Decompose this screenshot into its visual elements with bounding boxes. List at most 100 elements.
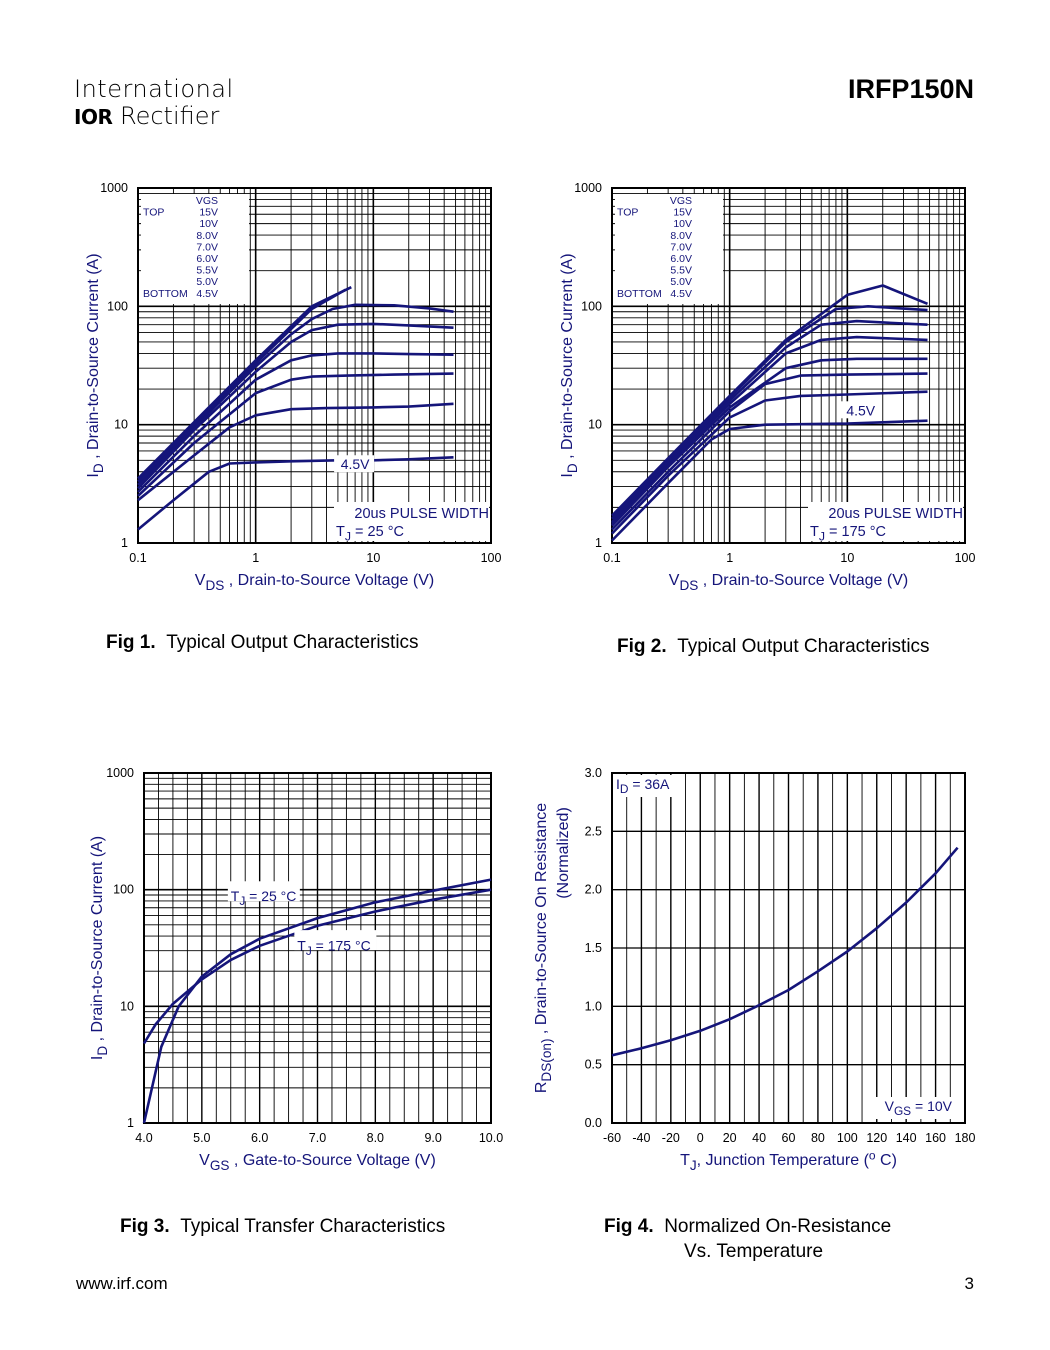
fig1-annotation-bg bbox=[334, 502, 489, 541]
logo-line1: International bbox=[74, 75, 234, 103]
fig1-xlabel: VDS , Drain-to-Source Voltage (V) bbox=[195, 572, 434, 593]
fig2-ytick-label: 1 bbox=[595, 536, 602, 550]
fig2-legend-header: VGS bbox=[670, 195, 692, 207]
fig4-xtick-label: 100 bbox=[837, 1131, 858, 1145]
fig3-ytick-label: 1000 bbox=[106, 766, 134, 780]
fig4-ylabel-line1: RDS(on) , Drain-to-Source On Resistance bbox=[533, 803, 554, 1093]
company-logo: International IOR Rectifier bbox=[74, 76, 234, 131]
fig4-xtick-label: 140 bbox=[896, 1131, 917, 1145]
fig3-ytick-label: 10 bbox=[120, 999, 134, 1013]
fig3-series-1 bbox=[142, 878, 492, 1124]
fig1-curve-label: 4.5V bbox=[341, 456, 370, 472]
fig4-ytick-label: 0.5 bbox=[585, 1058, 602, 1072]
fig2-series-8 bbox=[611, 419, 928, 542]
fig2-series-4 bbox=[611, 335, 928, 525]
fig1-legend-item: 10V bbox=[199, 218, 218, 230]
fig2-legend-item: 5.0V bbox=[670, 276, 692, 288]
fig4-ytick-label: 2.5 bbox=[585, 824, 602, 838]
fig2-xlabel: VDS , Drain-to-Source Voltage (V) bbox=[669, 572, 908, 593]
fig2-legend-item: 8.0V bbox=[670, 230, 692, 242]
fig4-ytick-label: 1.5 bbox=[585, 941, 602, 955]
fig2-legend-item: 6.0V bbox=[670, 253, 692, 265]
fig4-series-1 bbox=[611, 846, 959, 1057]
fig2-annotation-bg bbox=[808, 502, 963, 541]
fig4-grid bbox=[611, 772, 966, 1124]
fig1-frame bbox=[137, 187, 492, 544]
fig4-xtick-label: 60 bbox=[782, 1131, 796, 1145]
fig3-xtick-label: 6.0 bbox=[251, 1131, 268, 1145]
fig4-xtick-label: 20 bbox=[723, 1131, 737, 1145]
fig4-annotation-vgs: VGS = 10V bbox=[885, 1098, 953, 1118]
fig2-legend-item: 7.0V bbox=[670, 241, 692, 253]
fig1-legend-bottom: BOTTOM bbox=[143, 288, 188, 300]
fig3-series-label-175: TJ = 175 °C bbox=[297, 938, 370, 958]
fig4-ytick-label: 0.0 bbox=[585, 1116, 602, 1130]
fig3-xtick-label: 4.0 bbox=[135, 1131, 152, 1145]
fig2-legend-bg bbox=[615, 194, 723, 304]
fig2-ytick-label: 100 bbox=[581, 299, 602, 313]
fig3-chart: 4.0 5.0 6.0 7.0 8.0 9.0 10.0 1 10 100 1000 VGS , Ga… bbox=[89, 766, 503, 1173]
fig1-legend-bg bbox=[141, 194, 249, 304]
fig1-series-3 bbox=[137, 303, 454, 486]
fig3-xtick-label: 7.0 bbox=[309, 1131, 326, 1145]
fig4-ylabel-line2: (Normalized) bbox=[555, 807, 572, 899]
fig4-annotation-id-bg bbox=[614, 775, 682, 797]
fig1-series-7 bbox=[137, 402, 454, 502]
fig2-legend-item: 5.5V bbox=[670, 265, 692, 277]
fig2-legend-top: TOP bbox=[617, 207, 638, 219]
fig2-annotation-pulse: 20us PULSE WIDTH bbox=[828, 506, 963, 522]
fig4-caption-line2: Vs. Temperature bbox=[684, 1241, 824, 1262]
fig4-annotation-id: ID = 36A bbox=[616, 776, 670, 796]
fig3-caption: Fig 3. Typical Transfer Characteristics bbox=[120, 1216, 446, 1237]
fig4-xtick-label: 180 bbox=[955, 1131, 976, 1145]
fig1-series-6 bbox=[137, 372, 454, 497]
fig1-legend-item: 4.5V bbox=[196, 288, 218, 300]
fig4-xtick-label: 120 bbox=[866, 1131, 887, 1145]
fig2-xtick-label: 100 bbox=[955, 551, 976, 565]
fig2-legend-item: 10V bbox=[673, 218, 692, 230]
fig3-frame bbox=[143, 772, 492, 1124]
fig2-legend-item: 15V bbox=[673, 207, 692, 219]
fig4-xtick-label: -40 bbox=[632, 1131, 650, 1145]
fig1-legend-item: 6.0V bbox=[196, 253, 218, 265]
fig1-legend-top: TOP bbox=[143, 207, 164, 219]
fig4-xlabel: TJ, Junction Temperature (o C) bbox=[680, 1148, 897, 1172]
fig1-series-4 bbox=[137, 322, 454, 490]
fig3-xlabel: VGS , Gate-to-Source Voltage (V) bbox=[199, 1152, 436, 1173]
fig2-series-6 bbox=[611, 372, 928, 531]
fig4-ytick-label: 1.0 bbox=[585, 999, 602, 1013]
fig1-series-5 bbox=[137, 352, 454, 493]
page-number: 3 bbox=[964, 1274, 974, 1293]
fig3-ytick-label: 1 bbox=[127, 1116, 134, 1130]
fig1-series-1 bbox=[137, 286, 352, 480]
fig3-series-label-25: TJ = 25 °C bbox=[231, 888, 297, 908]
fig1-ytick-label: 1 bbox=[121, 536, 128, 550]
fig1-ytick-label: 10 bbox=[114, 418, 128, 432]
fig2-ytick-label: 10 bbox=[588, 418, 602, 432]
fig1-legend-item: 15V bbox=[199, 207, 218, 219]
fig1-caption: Fig 1. Typical Output Characteristics bbox=[106, 632, 419, 653]
fig3-label-25-bg bbox=[227, 881, 300, 902]
fig1-series-2 bbox=[137, 288, 347, 483]
fig2-series-2 bbox=[611, 305, 928, 520]
fig1-legend-item: 5.5V bbox=[196, 265, 218, 277]
fig4-ytick-label: 3.0 bbox=[585, 766, 602, 780]
fig2-series-3 bbox=[611, 319, 928, 524]
fig2-xtick-label: 10 bbox=[840, 551, 854, 565]
fig2-curve-label-bg bbox=[839, 401, 880, 419]
footer-url[interactable]: www.irf.com bbox=[76, 1274, 168, 1293]
fig1-annotation-tj: TJ = 25 °C bbox=[336, 524, 404, 543]
fig1-legend-item: 7.0V bbox=[196, 241, 218, 253]
fig3-xtick-label: 5.0 bbox=[193, 1131, 210, 1145]
fig2-series-1 bbox=[611, 284, 928, 517]
fig1-legend-header: VGS bbox=[196, 195, 218, 207]
fig1-series-8 bbox=[137, 456, 454, 531]
fig3-label-175-bg bbox=[294, 930, 377, 951]
fig4-frame bbox=[611, 772, 966, 1124]
fig1-xtick-label: 10 bbox=[366, 551, 380, 565]
fig2-xtick-label: 1 bbox=[726, 551, 733, 565]
fig4-caption: Fig 4. Normalized On-Resistance bbox=[604, 1216, 892, 1237]
fig2-curve-label: 4.5V bbox=[846, 402, 875, 418]
